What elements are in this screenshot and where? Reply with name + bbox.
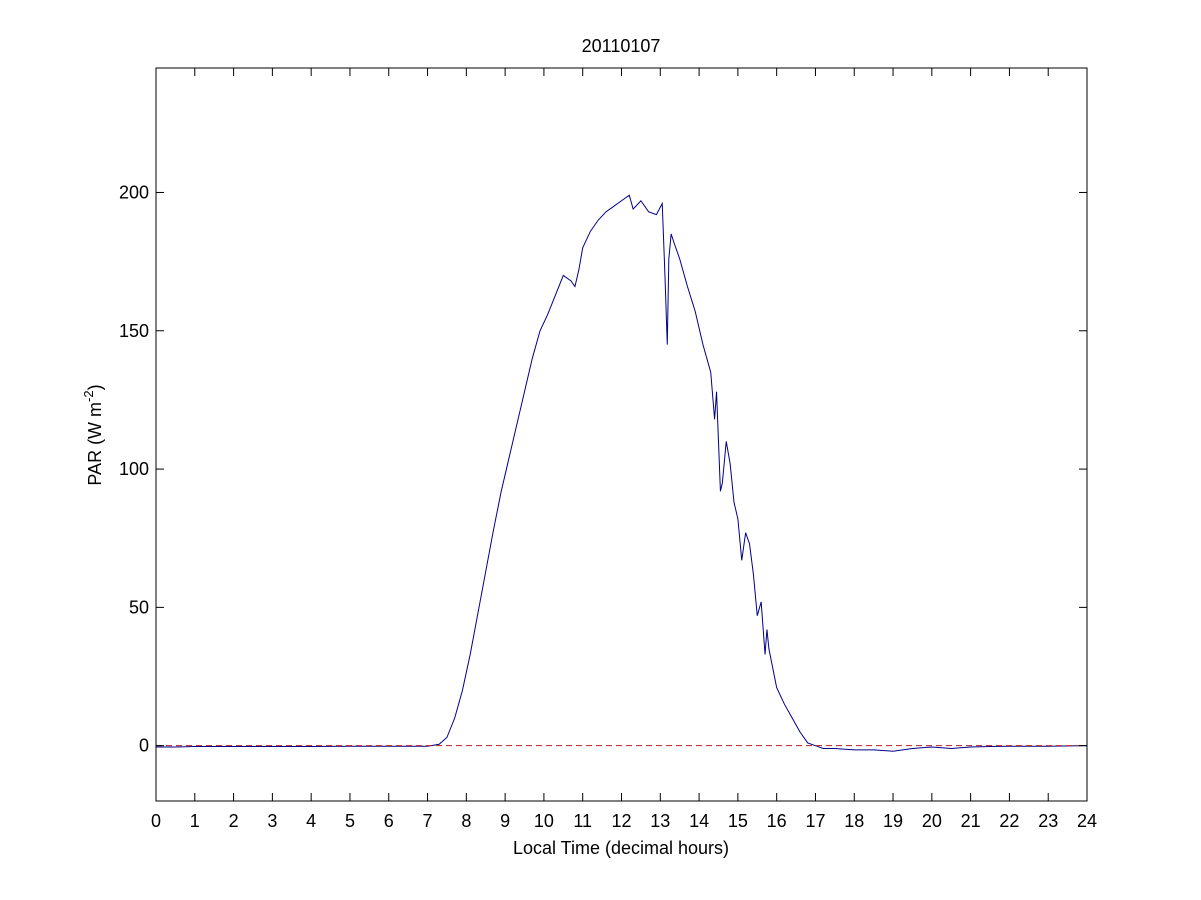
x-tick-label: 9: [500, 811, 510, 831]
plot-area: [156, 68, 1087, 801]
x-tick-label: 1: [190, 811, 200, 831]
y-axis-label-superscript: -2: [81, 390, 96, 402]
x-axis-label: Local Time (decimal hours): [513, 838, 729, 858]
x-tick-label: 24: [1077, 811, 1097, 831]
x-tick-label: 10: [534, 811, 554, 831]
y-tick-label: 50: [129, 597, 149, 617]
series-layer: [156, 194, 1088, 752]
x-tick-label: 7: [423, 811, 433, 831]
y-axis-label-close: ): [85, 384, 105, 390]
x-tick-label: 14: [689, 811, 709, 831]
x-tick-label: 23: [1038, 811, 1058, 831]
y-tick-label: 150: [119, 321, 149, 341]
y-tick-label: 0: [139, 736, 149, 756]
x-tick-label: 11: [573, 811, 592, 831]
y-axis-label: PAR (W m-2): [81, 384, 105, 485]
x-tick-label: 8: [461, 811, 471, 831]
x-tick-label: 21: [961, 811, 981, 831]
x-tick-label: 6: [384, 811, 394, 831]
x-tick-label: 13: [650, 811, 670, 831]
x-tick-label: 17: [805, 811, 825, 831]
y-axis-label-main: PAR (W m: [85, 402, 105, 486]
par-series-line: [156, 194, 1088, 752]
x-tick-label: 20: [922, 811, 942, 831]
y-axis-ticks: 0 50 100 150 200: [119, 182, 1087, 756]
x-tick-label: 15: [728, 811, 748, 831]
y-tick-label: 200: [119, 182, 149, 202]
x-tick-label: 4: [306, 811, 316, 831]
x-tick-label: 5: [345, 811, 355, 831]
y-tick-label: 100: [119, 459, 149, 479]
x-tick-label: 19: [883, 811, 903, 831]
x-tick-label: 18: [844, 811, 864, 831]
x-tick-label: 0: [151, 811, 161, 831]
x-tick-label: 2: [229, 811, 239, 831]
x-tick-label: 3: [267, 811, 277, 831]
x-axis-ticks: 0 1 2 3 4 5 6 7 8 9 10 11 12 13 14 15 16 17 18 19 20 21 22 23 24: [151, 68, 1097, 831]
x-tick-label: 12: [611, 811, 631, 831]
x-tick-label: 16: [767, 811, 787, 831]
x-tick-label: 22: [999, 811, 1019, 831]
chart-title: 20110107: [582, 36, 661, 56]
